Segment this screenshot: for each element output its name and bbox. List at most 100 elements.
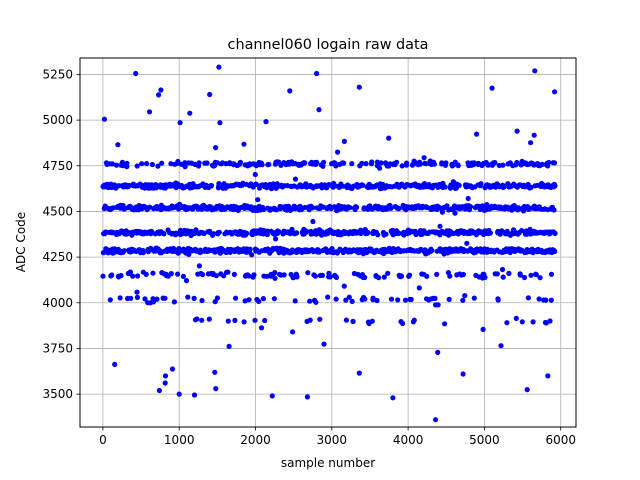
data-point: [376, 275, 382, 281]
data-point: [292, 176, 299, 182]
data-point: [126, 182, 133, 189]
data-point: [264, 273, 270, 279]
data-point: [370, 295, 376, 301]
x-tick-label: 1000: [164, 433, 195, 447]
data-point: [327, 274, 333, 280]
data-point: [199, 317, 205, 323]
data-point: [524, 387, 530, 393]
data-point: [460, 371, 466, 377]
data-point: [286, 203, 292, 209]
data-point: [253, 181, 259, 187]
data-point: [362, 274, 368, 281]
data-point: [341, 283, 347, 289]
data-point: [417, 161, 423, 167]
data-point: [385, 270, 391, 276]
data-point: [356, 84, 362, 90]
data-point: [115, 142, 121, 148]
data-point: [135, 273, 141, 279]
data-point: [464, 240, 470, 246]
data-point: [185, 294, 191, 300]
data-point: [504, 320, 510, 326]
data-point: [325, 294, 331, 300]
data-point: [276, 229, 282, 235]
data-point: [319, 272, 326, 278]
data-point: [354, 204, 360, 210]
data-point: [233, 295, 239, 301]
data-point: [341, 160, 347, 166]
data-point: [182, 160, 188, 166]
data-point: [103, 229, 109, 235]
data-point: [252, 317, 258, 323]
data-point: [460, 297, 466, 303]
y-tick-label: 4250: [42, 250, 73, 264]
x-tick-label: 3000: [317, 433, 348, 447]
data-point: [118, 272, 124, 279]
data-point: [307, 298, 313, 304]
data-point: [169, 366, 176, 372]
data-point: [287, 88, 293, 94]
data-point: [264, 231, 270, 238]
data-point: [349, 161, 355, 167]
x-tick-label: 0: [99, 433, 107, 447]
data-point: [369, 159, 375, 165]
data-point: [112, 361, 118, 367]
data-point: [443, 160, 449, 166]
data-point: [362, 296, 368, 302]
data-point: [252, 171, 258, 178]
data-point: [194, 316, 200, 322]
data-point: [439, 160, 445, 166]
data-point: [310, 205, 316, 211]
data-point: [528, 272, 534, 278]
data-point: [207, 91, 213, 98]
data-point: [251, 272, 257, 278]
data-point: [406, 272, 413, 278]
data-point: [101, 116, 107, 122]
data-point: [349, 298, 355, 304]
data-point: [513, 315, 519, 321]
data-point: [212, 369, 218, 375]
data-point: [117, 295, 123, 301]
data-point: [134, 163, 140, 169]
data-point: [266, 161, 272, 167]
data-point: [171, 299, 177, 305]
data-point: [528, 184, 534, 190]
data-point: [434, 271, 440, 277]
data-point: [498, 343, 504, 349]
data-point: [394, 159, 400, 165]
data-point: [241, 319, 247, 325]
data-point: [273, 207, 280, 213]
data-point: [435, 349, 441, 355]
data-point: [480, 326, 486, 332]
data-point: [199, 297, 205, 304]
data-point: [552, 230, 558, 236]
data-point: [343, 317, 349, 323]
data-point: [317, 316, 323, 322]
data-point: [388, 205, 394, 211]
data-point: [442, 184, 448, 190]
data-point: [404, 160, 410, 166]
data-point: [487, 230, 493, 236]
data-point: [196, 263, 202, 269]
y-axis-label: ADC Code: [14, 212, 28, 272]
data-point: [113, 162, 120, 168]
data-point: [432, 295, 438, 301]
data-point: [313, 299, 319, 305]
data-point: [396, 206, 402, 212]
data-point: [548, 271, 555, 277]
data-point: [316, 107, 322, 113]
data-point: [374, 297, 380, 304]
data-point: [247, 246, 253, 252]
data-point: [359, 160, 365, 166]
data-point: [100, 273, 106, 279]
data-point: [506, 270, 512, 276]
data-point: [492, 160, 498, 166]
data-point: [546, 159, 552, 166]
data-point: [175, 158, 181, 165]
data-point: [213, 386, 219, 392]
data-point: [242, 298, 248, 304]
data-point: [154, 296, 160, 302]
data-point: [303, 228, 309, 234]
data-point: [221, 273, 227, 279]
data-point: [292, 298, 298, 304]
data-point: [191, 392, 198, 398]
